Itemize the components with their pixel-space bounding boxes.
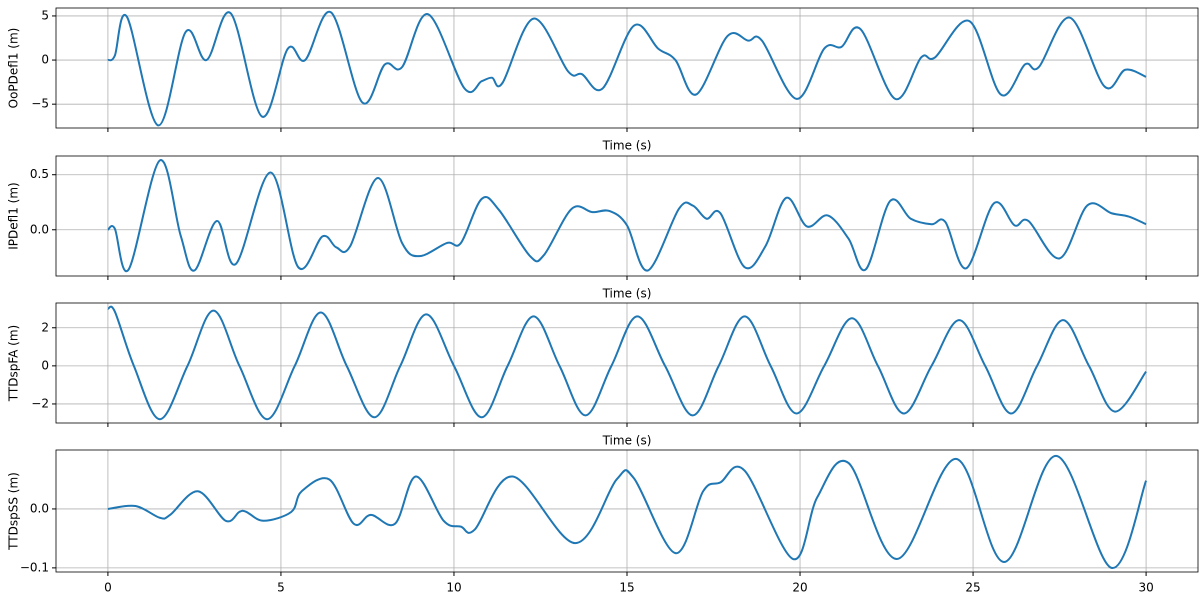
y-tick-label: −5 bbox=[31, 97, 49, 111]
y-tick-label: 0.0 bbox=[30, 222, 49, 236]
y-tick-label: −2 bbox=[31, 396, 49, 410]
data-line bbox=[107, 454, 1148, 569]
y-axis-label: TTDspSS (m) bbox=[7, 472, 21, 551]
x-axis-label: Time (s) bbox=[602, 287, 652, 301]
y-axis-label: IPDefl1 (m) bbox=[7, 182, 21, 249]
x-tick-label: 20 bbox=[792, 581, 807, 595]
x-tick-label: 15 bbox=[619, 581, 634, 595]
x-tick-label: 5 bbox=[277, 581, 285, 595]
data-line bbox=[106, 305, 1147, 421]
y-tick-label: 2 bbox=[41, 320, 49, 334]
x-axis-label: Time (s) bbox=[602, 434, 652, 448]
axes-frame bbox=[55, 7, 1199, 129]
x-tick-label: 0 bbox=[104, 581, 112, 595]
x-axis-label: Time (s) bbox=[602, 139, 652, 153]
y-axis-label: TTDspFA (m) bbox=[7, 325, 21, 402]
data-line bbox=[107, 10, 1147, 127]
y-axis-label: OoPDefl1 (m) bbox=[7, 28, 21, 109]
data-line bbox=[107, 159, 1147, 273]
axes-frame bbox=[55, 155, 1199, 277]
x-tick-label: 10 bbox=[446, 581, 461, 595]
y-tick-label: 0 bbox=[41, 358, 49, 372]
y-tick-label: 5 bbox=[41, 8, 49, 22]
axes-frame bbox=[55, 302, 1199, 424]
y-tick-label: 0.5 bbox=[30, 167, 49, 181]
axes-frame bbox=[55, 449, 1199, 573]
y-tick-label: 0 bbox=[41, 53, 49, 67]
x-tick-label: 30 bbox=[1138, 581, 1153, 595]
x-tick-label: 25 bbox=[965, 581, 980, 595]
y-tick-label: −0.1 bbox=[20, 560, 49, 574]
y-tick-label: 0.0 bbox=[30, 501, 49, 515]
